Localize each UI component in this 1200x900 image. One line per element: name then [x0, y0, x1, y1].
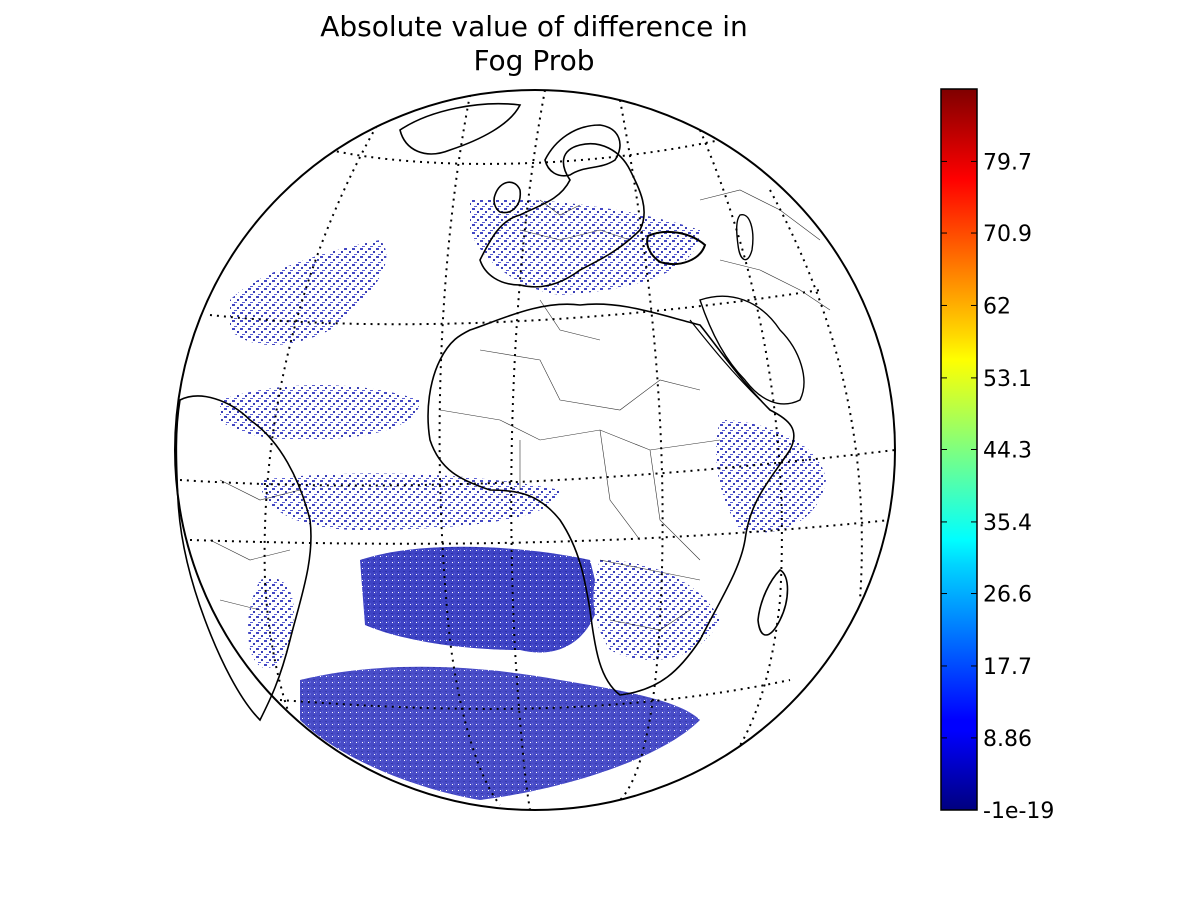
colorbar: -1e-19 8.86 17.7 26.6 35.4 44.3 53.1 62 70.9 79.7	[940, 88, 1054, 824]
fog-difference-field	[220, 199, 826, 800]
caspian-coastline	[735, 214, 754, 261]
british-isles-coastline	[493, 181, 522, 214]
colorbar-tick-label: 62	[983, 294, 1011, 319]
map-title: Absolute value of difference in Fog Prob	[234, 10, 834, 78]
red-sea-coastline	[689, 319, 761, 401]
scandinavia-coastline	[544, 124, 621, 177]
colorbar-tick-label: 79.7	[983, 150, 1032, 175]
colorbar-ticks: -1e-19 8.86 17.7 26.6 35.4 44.3 53.1 62 70.9 79.7	[941, 150, 1054, 824]
globe	[174, 89, 896, 811]
black-sea-coastline	[646, 230, 707, 265]
parallel-line	[209, 289, 821, 326]
colorbar-tick-label: 17.7	[983, 655, 1032, 680]
map-title-line-2: Fog Prob	[473, 44, 595, 77]
colorbar-tick-label: 35.4	[983, 511, 1032, 536]
parallel-line	[189, 519, 891, 545]
meridian-line	[699, 129, 783, 781]
arabia-coastline	[699, 295, 805, 405]
coastlines	[175, 102, 805, 722]
colorbar-tick-label: 53.1	[983, 367, 1032, 392]
europe-coastline	[479, 143, 645, 288]
meridian-line	[619, 99, 664, 801]
colorbar-tick-label: -1e-19	[983, 799, 1054, 824]
colorbar-tick-label: 8.86	[983, 727, 1032, 752]
colorbar-tick-label: 26.6	[983, 583, 1032, 608]
globe-outline	[174, 89, 896, 811]
meridian-line	[769, 189, 863, 601]
south-america-coastline	[175, 395, 312, 722]
colorbar-tick-label: 44.3	[983, 439, 1032, 464]
africa-coastline	[427, 303, 795, 696]
greenland-coastline	[399, 102, 522, 155]
meridian-line	[510, 90, 546, 810]
map-title-line-1: Absolute value of difference in	[320, 10, 748, 43]
madagascar-coastline	[757, 569, 789, 636]
colorbar-tick-label: 70.9	[983, 222, 1032, 247]
